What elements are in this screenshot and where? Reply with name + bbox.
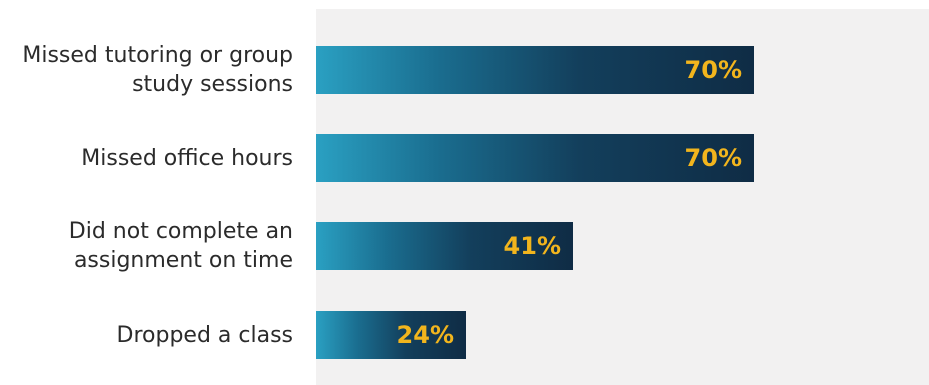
bar-value-label: 24% <box>396 321 454 349</box>
bar: 41% <box>316 222 573 270</box>
bar-value-label: 41% <box>503 232 561 260</box>
bar: 24% <box>316 311 466 359</box>
category-label: Missed office hours <box>81 145 293 171</box>
bar-value-label: 70% <box>684 56 742 84</box>
category-label: Did not complete an assignment on time <box>68 219 293 273</box>
bar: 70% <box>316 134 754 182</box>
bar-value-label: 70% <box>684 144 742 172</box>
category-label: Dropped a class <box>116 322 293 348</box>
bar: 70% <box>316 46 754 94</box>
category-label: Missed tutoring or group study sessions <box>22 43 293 97</box>
